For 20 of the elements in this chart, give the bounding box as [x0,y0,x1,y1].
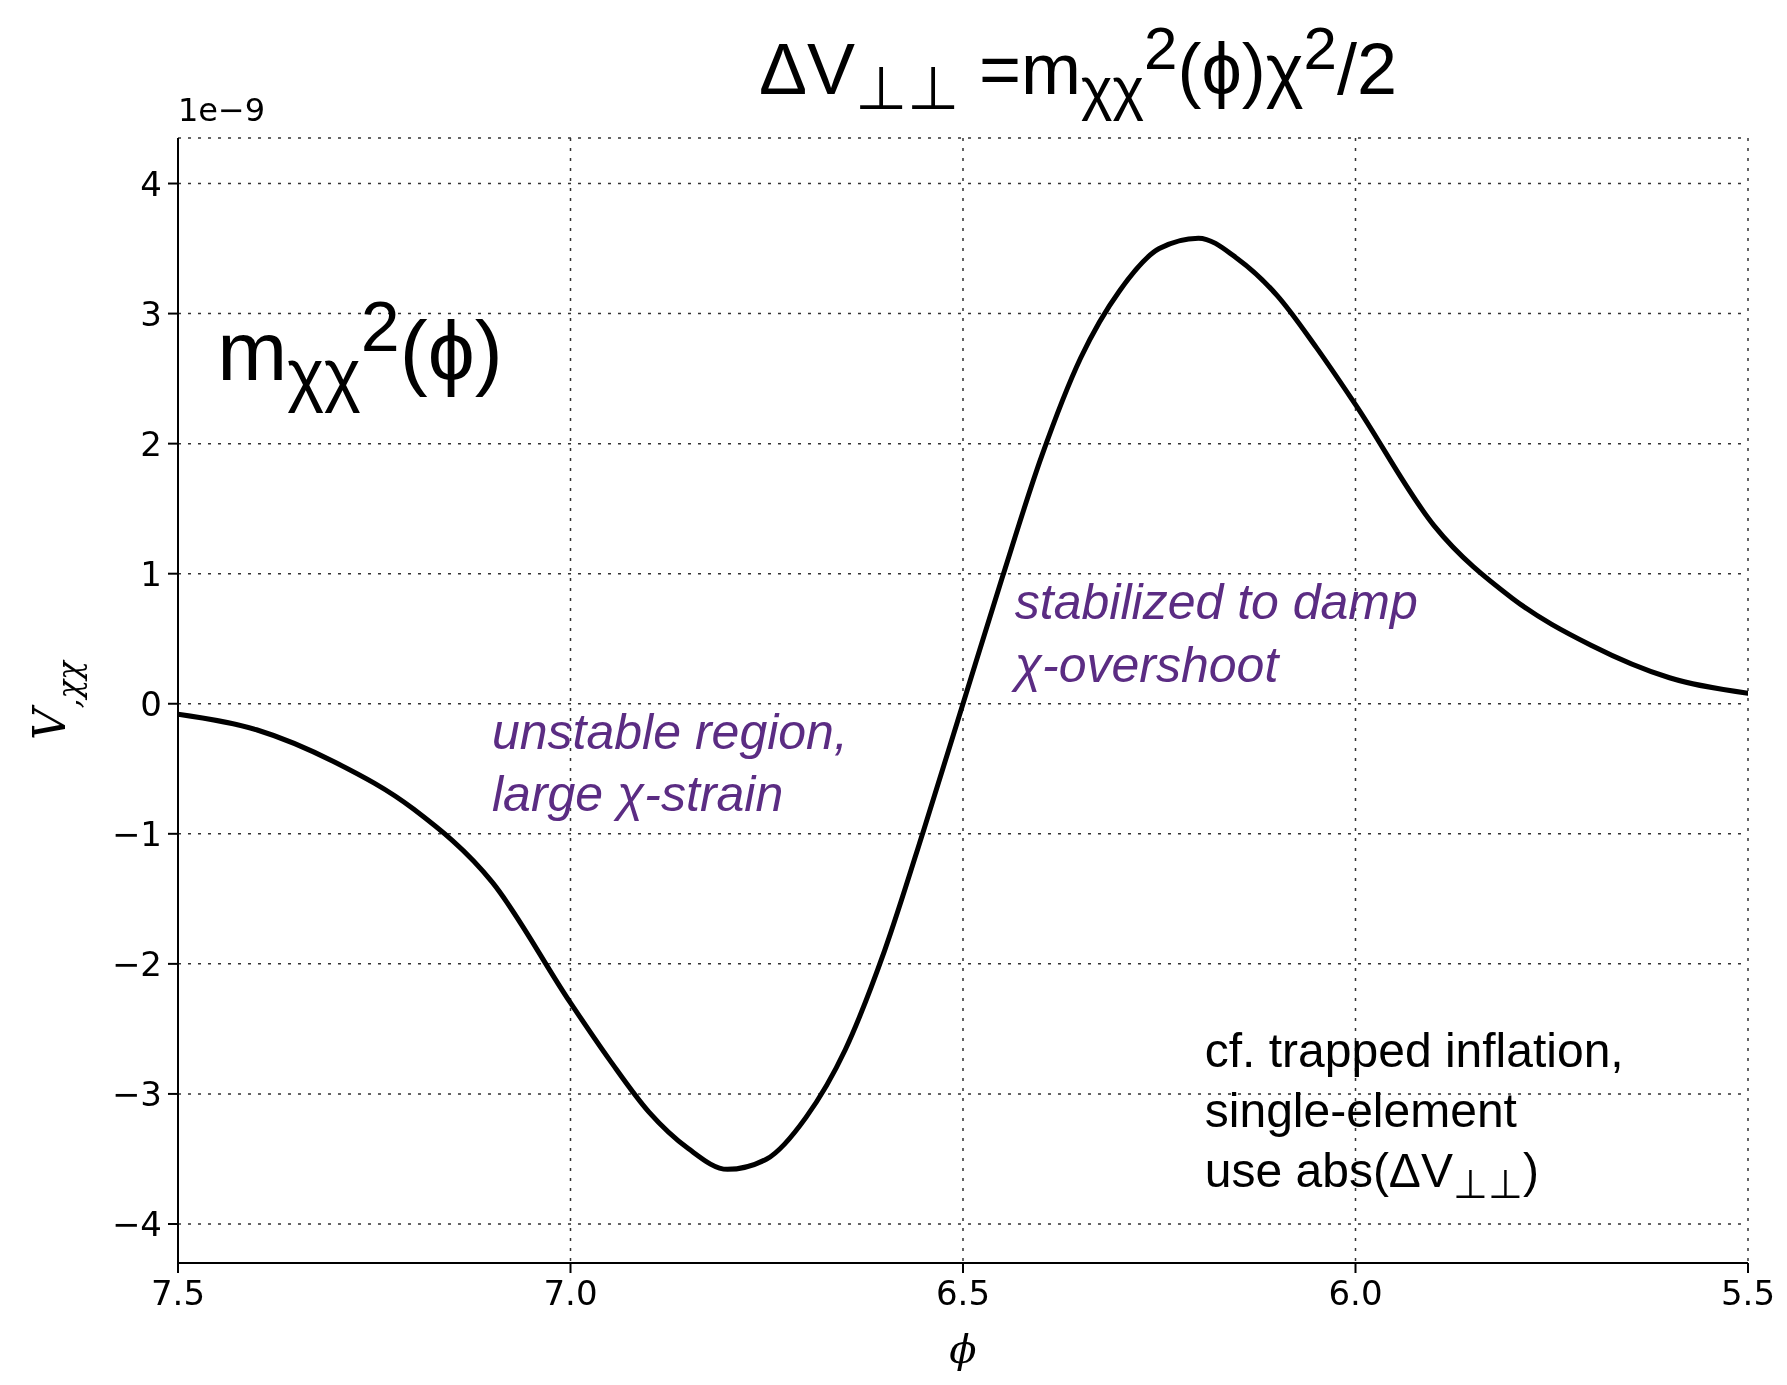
y-tick-label: −2 [111,943,162,984]
x-tick-label: 6.0 [1328,1273,1383,1314]
annotation: unstable region, large χ-strain [492,702,848,824]
y-tick-label: 2 [140,423,162,464]
text: 1e−9 [178,90,266,130]
x-tick-label: 5.5 [1720,1273,1776,1314]
annotation: cf. trapped inflation, single-element use abs(ΔV$_{⊥⊥}$) [1204,1023,1624,1208]
y-tick-label: 4 [140,163,162,204]
y-tick-label: −1 [111,813,162,854]
y-tick-label: −4 [111,1204,162,1245]
x-tick-label: 7.5 [150,1273,206,1314]
chart-title: ΔV$_{⊥⊥}$ =m$_{χχ}$$^{2}$(ϕ)χ$^{2}$/2 [758,15,1397,123]
x-axis-title: ϕ [949,1326,977,1372]
annotation: m$_{χχ}$$^{2}$(ϕ) [217,287,503,416]
x-tick-label: 7.0 [543,1273,598,1314]
y-tick-label: 3 [140,293,162,334]
y-tick-label: 1 [140,553,162,594]
y-tick-label: 0 [140,683,162,724]
x-tick-label: 6.5 [935,1273,991,1314]
y-tick-label: −3 [111,1073,162,1114]
